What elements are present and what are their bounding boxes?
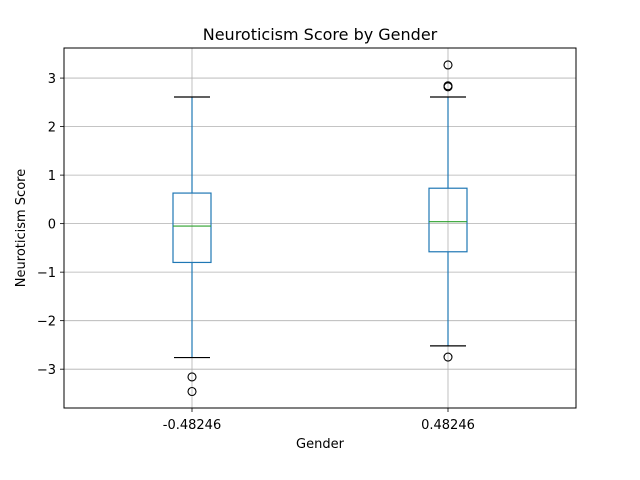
- box-group: [428, 60, 468, 362]
- outlier-point: [187, 386, 197, 397]
- iqr-box: [172, 192, 212, 264]
- y-tick-label: −3: [37, 363, 56, 378]
- y-axis-label: Neuroticism Score: [14, 169, 29, 287]
- box-group: [172, 96, 212, 397]
- outlier-point: [443, 352, 453, 362]
- x-axis-label: Gender: [296, 437, 345, 452]
- y-tick-label: −1: [37, 266, 56, 281]
- outlier-point: [443, 60, 453, 70]
- x-axis: -0.48246 0.48246: [163, 408, 475, 433]
- outlier-point: [187, 372, 197, 382]
- chart-title: Neuroticism Score by Gender: [203, 25, 438, 44]
- iqr-box: [428, 187, 468, 253]
- x-tick-label: -0.48246: [163, 418, 221, 433]
- y-axis: −3 −2 −1 0 1 2 3: [37, 72, 64, 378]
- plot-frame: [63, 47, 577, 409]
- y-tick-label: 2: [48, 121, 56, 136]
- outlier-point: [443, 81, 453, 91]
- y-tick-label: 0: [48, 218, 56, 233]
- y-tick-label: −2: [37, 315, 56, 330]
- boxes: [172, 60, 468, 397]
- y-tick-label: 3: [48, 72, 56, 87]
- y-tick-label: 1: [48, 169, 56, 184]
- x-tick-label: 0.48246: [421, 418, 475, 433]
